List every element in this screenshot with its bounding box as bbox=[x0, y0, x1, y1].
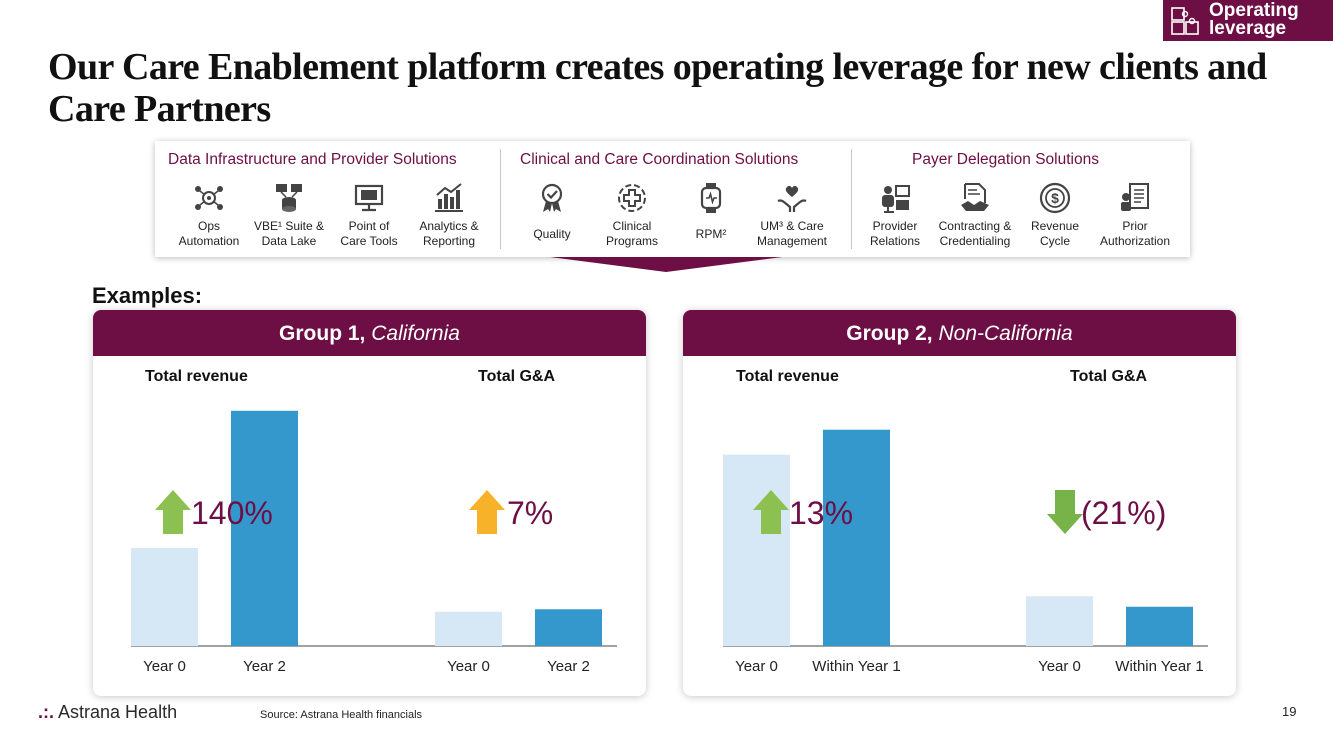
chart-title-total-revenue: Total revenue bbox=[145, 368, 248, 385]
section-badge: Operating leverage bbox=[1163, 0, 1333, 41]
category-label: Year 2 bbox=[547, 658, 590, 675]
provider-relations-icon bbox=[882, 185, 910, 213]
bar-year-0 bbox=[435, 611, 502, 646]
category-label: Year 0 bbox=[143, 658, 186, 675]
page-number: 19 bbox=[1282, 704, 1297, 719]
smartwatch-icon bbox=[700, 183, 722, 213]
chart-title-total-ga: Total G&A bbox=[478, 368, 556, 385]
up-arrow-icon bbox=[155, 490, 191, 534]
section-divider bbox=[851, 149, 852, 249]
group-card-1: Group 1, California Total revenue Total … bbox=[93, 310, 646, 696]
group-title-bold: Group 2, bbox=[846, 322, 933, 345]
chart-title-total-ga: Total G&A bbox=[1070, 368, 1148, 385]
bar-year-0 bbox=[723, 454, 790, 646]
change-percentage: (21%) bbox=[1081, 495, 1166, 531]
quality-badge-icon bbox=[541, 183, 563, 212]
section-divider bbox=[500, 149, 501, 249]
down-arrow-icon bbox=[1047, 490, 1083, 534]
group-title-region: Non-California bbox=[938, 322, 1073, 345]
change-percentage: 13% bbox=[789, 495, 853, 531]
chart-title-total-revenue: Total revenue bbox=[736, 368, 839, 385]
platform-item-prior-authorization: Prior Authorization bbox=[1093, 181, 1177, 249]
badge-label: Operating leverage bbox=[1209, 0, 1299, 39]
platform-item-point-of-care: Point of Care Tools bbox=[327, 181, 411, 249]
group-2-bar-chart: Year 0 Within Year 1 13% Year 0 Within Year … bbox=[723, 429, 1208, 675]
bar-within-year-1 bbox=[1126, 606, 1193, 646]
change-percentage: 7% bbox=[507, 495, 553, 531]
platform-panel: Data Infrastructure and Provider Solutio… bbox=[155, 141, 1190, 257]
care-hands-icon bbox=[777, 185, 807, 212]
puzzle-icon bbox=[1171, 7, 1199, 35]
category-label: Year 0 bbox=[447, 658, 490, 675]
platform-item-rpm: RPM² bbox=[669, 181, 753, 242]
group-title-bold: Group 1, bbox=[279, 322, 366, 345]
category-label: Year 0 bbox=[1038, 658, 1081, 675]
handshake-document-icon bbox=[961, 183, 989, 211]
group-title-region: California bbox=[371, 322, 460, 345]
platform-pointer bbox=[550, 257, 782, 272]
category-label: Year 2 bbox=[243, 658, 286, 675]
section-heading-data-infrastructure: Data Infrastructure and Provider Solutio… bbox=[168, 151, 457, 168]
platform-item-contracting: Contracting & Credentialing bbox=[933, 181, 1017, 249]
examples-label: Examples: bbox=[92, 283, 203, 308]
section-heading-payer: Payer Delegation Solutions bbox=[912, 151, 1099, 168]
bar-year-2 bbox=[535, 609, 602, 646]
authorization-icon bbox=[1121, 183, 1149, 211]
change-percentage: 140% bbox=[191, 495, 273, 531]
group-card-header: Group 2, Non-California bbox=[683, 310, 1236, 356]
up-arrow-icon bbox=[753, 490, 789, 534]
data-lake-icon bbox=[276, 184, 302, 212]
logo-mark-icon: .:. bbox=[38, 702, 54, 722]
bar-year-2 bbox=[231, 410, 298, 646]
astrana-logo: .:. Astrana Health bbox=[38, 702, 177, 723]
group-card-2: Group 2, Non-California Total revenue To… bbox=[683, 310, 1236, 696]
bar-within-year-1 bbox=[823, 429, 890, 646]
analytics-icon bbox=[435, 183, 463, 212]
category-label: Within Year 1 bbox=[1115, 658, 1203, 675]
section-heading-clinical: Clinical and Care Coordination Solutions bbox=[520, 151, 799, 168]
platform-item-provider-relations: Provider Relations bbox=[853, 181, 937, 249]
category-label: Year 0 bbox=[735, 658, 778, 675]
group-1-bar-chart: Year 0 Year 2 140% Year 0 Year 2 7% bbox=[131, 410, 617, 675]
platform-item-um-care-management: UM³ & Care Management bbox=[750, 181, 834, 249]
platform-item-analytics: Analytics & Reporting bbox=[407, 181, 491, 249]
platform-item-revenue-cycle: $ Revenue Cycle bbox=[1013, 181, 1097, 249]
source-note: Source: Astrana Health financials bbox=[260, 709, 423, 721]
svg-text:$: $ bbox=[1051, 190, 1059, 206]
monitor-icon bbox=[354, 184, 384, 212]
platform-item-clinical-programs: Clinical Programs bbox=[590, 181, 674, 249]
platform-item-ops-automation: Ops Automation bbox=[167, 181, 251, 249]
category-label: Within Year 1 bbox=[812, 658, 900, 675]
group-card-header: Group 1, California bbox=[93, 310, 646, 356]
dollar-cycle-icon: $ bbox=[1039, 182, 1071, 214]
bar-year-0 bbox=[131, 548, 198, 646]
platform-item-quality: Quality bbox=[510, 181, 594, 242]
up-arrow-icon bbox=[469, 490, 505, 534]
logo-text: Astrana Health bbox=[58, 702, 178, 722]
medical-cross-icon bbox=[618, 184, 646, 212]
bar-year-0 bbox=[1026, 596, 1093, 646]
gears-network-icon bbox=[195, 186, 223, 210]
platform-item-vbe-suite: VBE¹ Suite & Data Lake bbox=[247, 181, 331, 249]
page-title: Our Care Enablement platform creates ope… bbox=[48, 46, 1267, 130]
